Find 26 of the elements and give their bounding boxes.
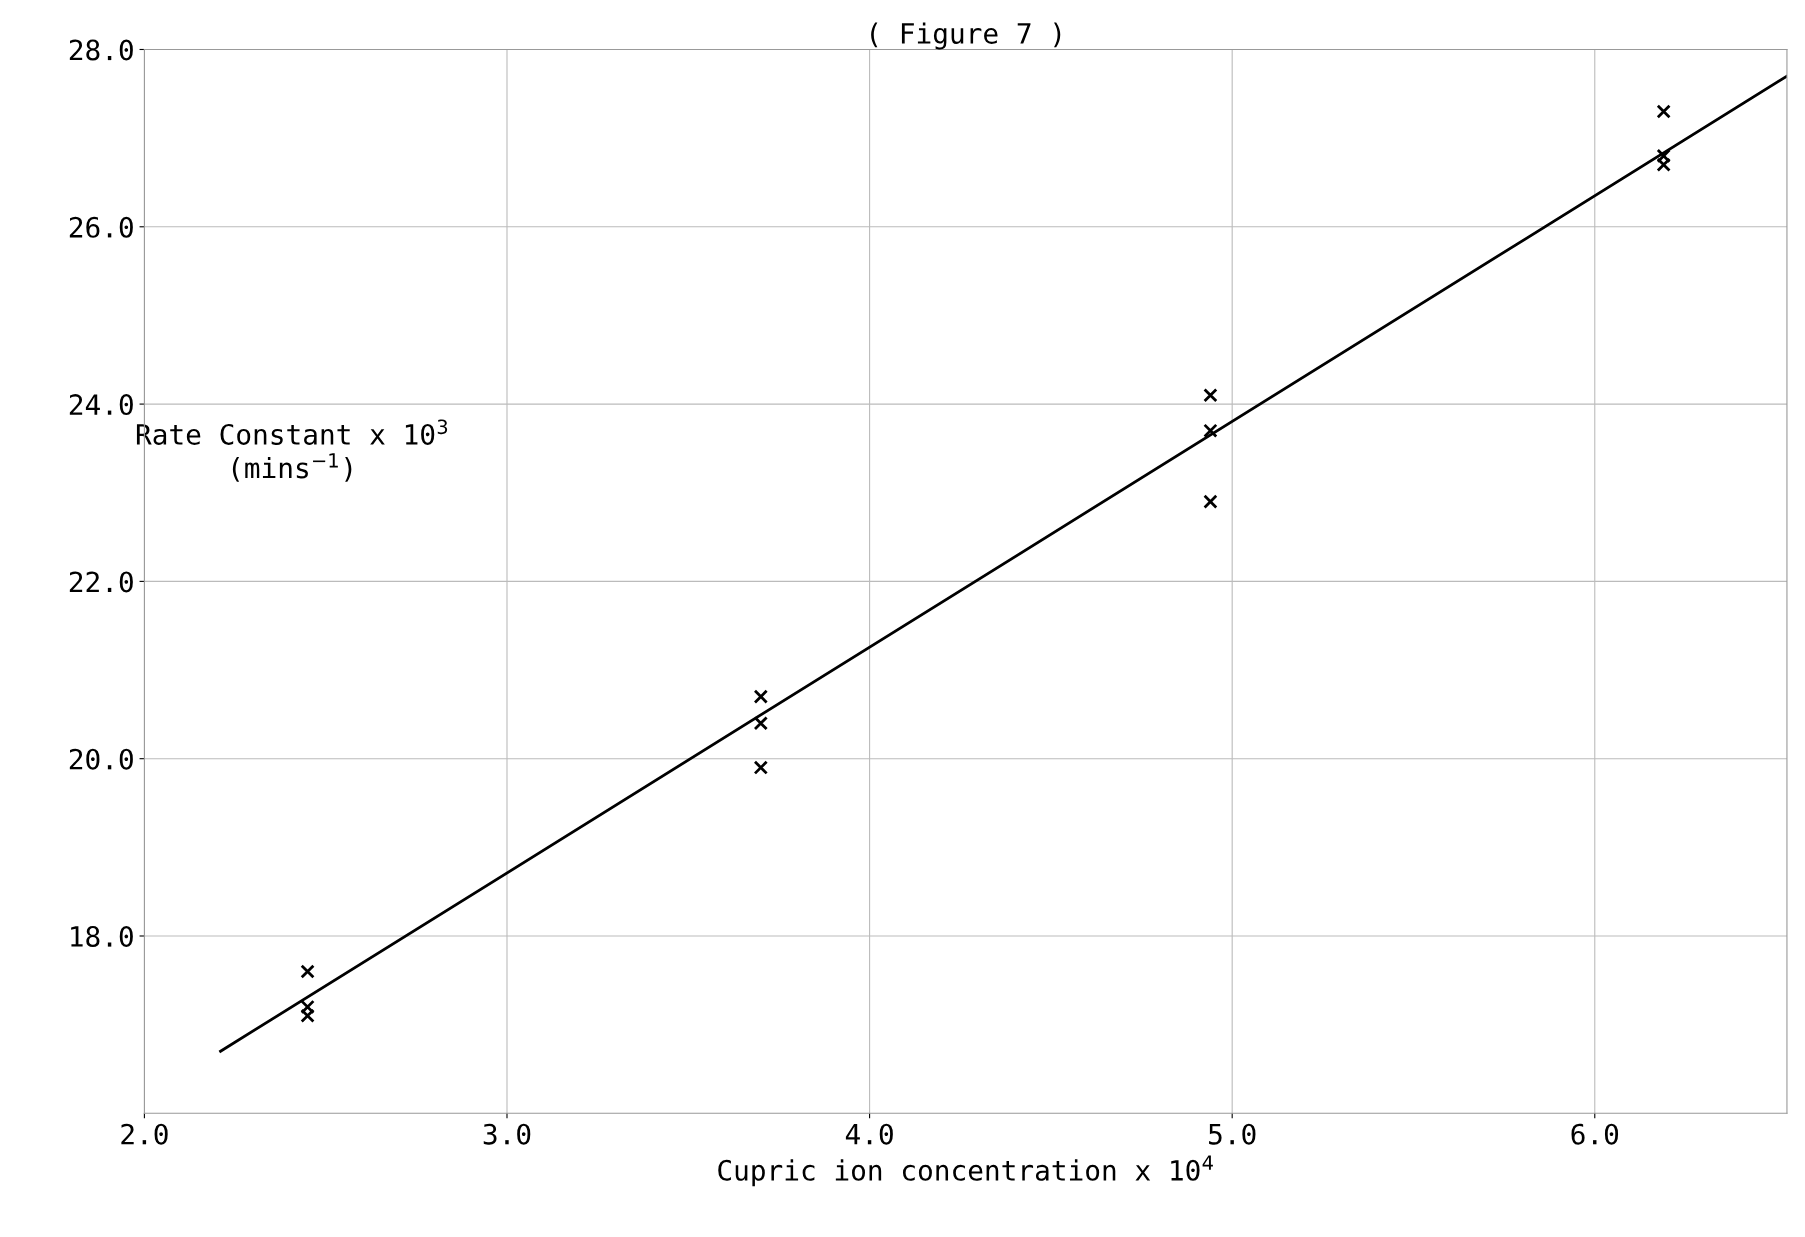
point	[1656, 157, 1671, 172]
point	[1656, 148, 1671, 164]
x-tick-label: 6.0	[1571, 1123, 1619, 1145]
x-tick-label: 4.0	[845, 1123, 893, 1145]
x-axis-title: Cupric ion concentration x 10$^{4}$	[718, 1155, 1213, 1187]
chart-title: ( Figure 7 )	[871, 22, 1061, 50]
point	[753, 689, 769, 704]
y-tick-label: 28.0	[69, 39, 133, 61]
point	[753, 716, 769, 731]
y-tick-label: 22.0	[69, 571, 133, 593]
x-tick-label: 5.0	[1209, 1123, 1256, 1145]
x-tick-label: 3.0	[483, 1123, 531, 1145]
point	[753, 760, 769, 775]
point	[1203, 494, 1218, 509]
y-tick-label: 20.0	[69, 748, 133, 770]
point	[300, 1008, 315, 1023]
point	[1203, 388, 1218, 403]
point	[300, 964, 315, 979]
y-tick-label: 24.0	[69, 394, 133, 416]
y-tick-label: 18.0	[71, 926, 133, 948]
text: Rate Constant x 10$^{3}$ (mins$^{−1}$)	[136, 419, 448, 482]
point	[1203, 423, 1218, 438]
y-tick-label: 26.0	[69, 216, 133, 238]
point	[300, 999, 315, 1015]
point	[1656, 104, 1671, 119]
x-tick-label: 2.0	[121, 1123, 168, 1145]
